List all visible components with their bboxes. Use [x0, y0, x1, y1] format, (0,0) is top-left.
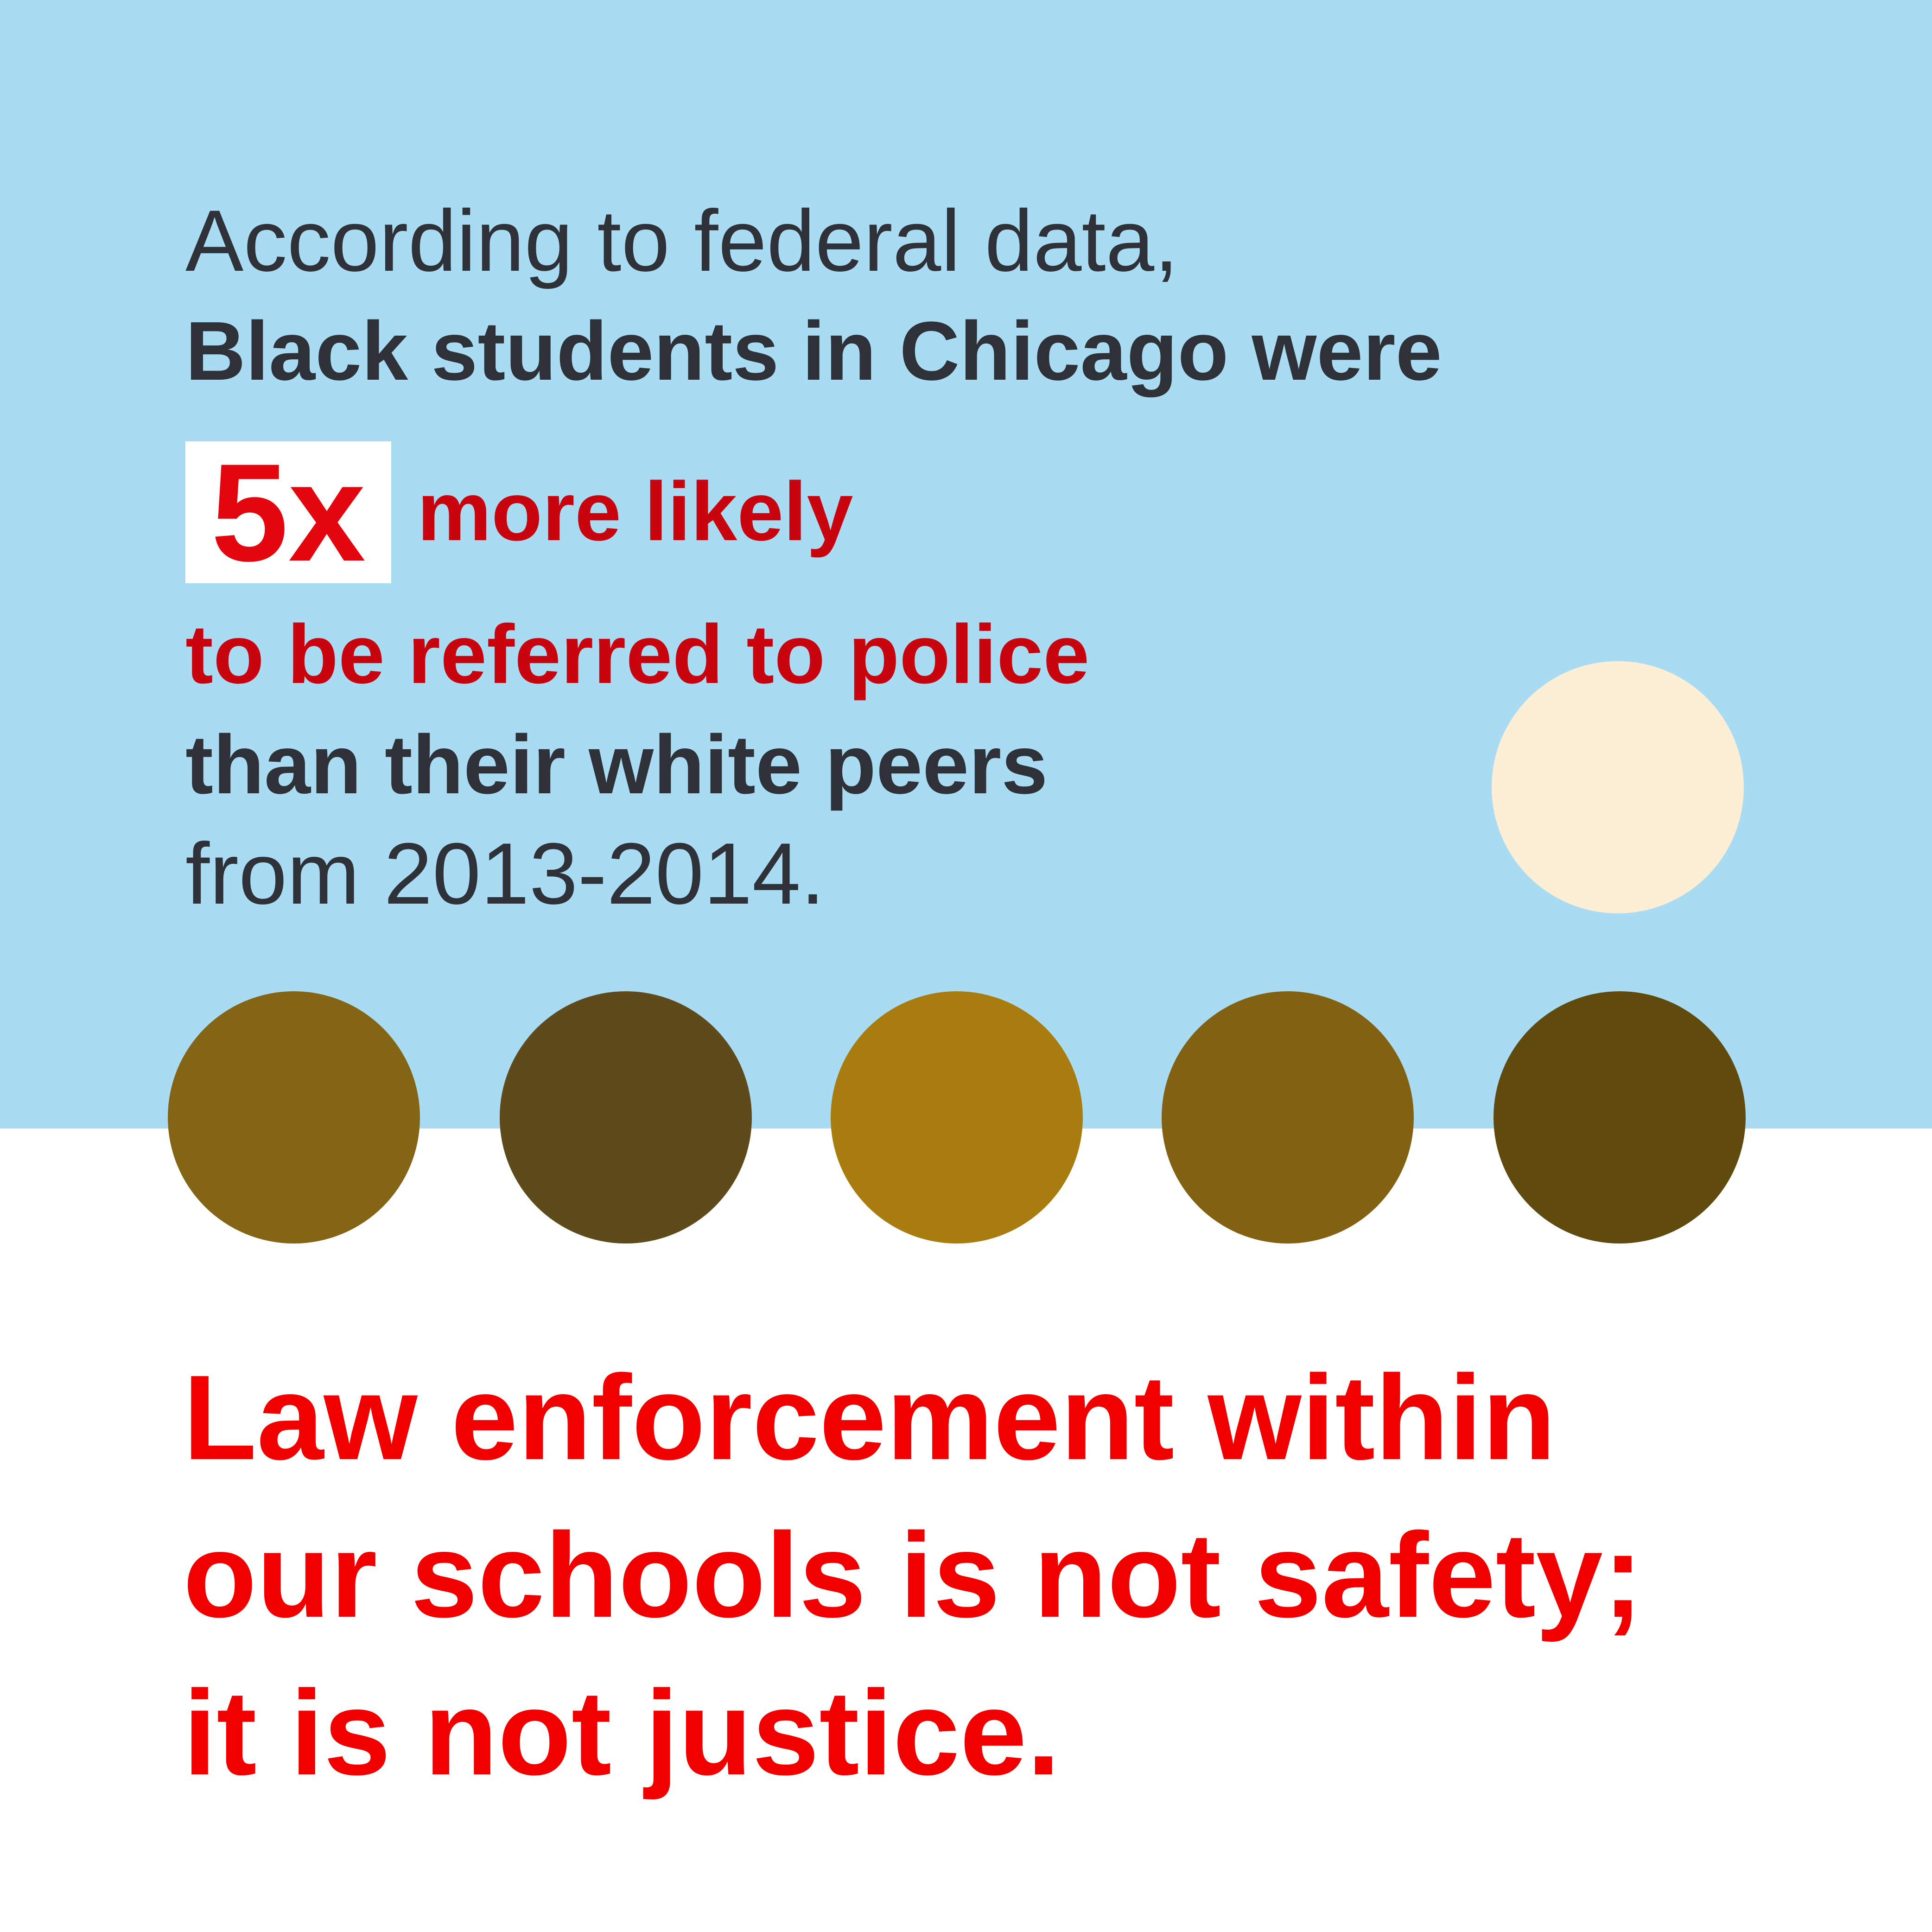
white-student-dot	[1492, 661, 1744, 913]
black-student-dot	[1493, 991, 1746, 1243]
black-student-dot	[831, 991, 1083, 1243]
closing-line-2: our schools is not safety;	[183, 1508, 1643, 1643]
closing-line-3: it is not justice.	[183, 1666, 1061, 1800]
stat-suffix: more likely	[417, 465, 853, 558]
black-student-dot	[168, 991, 420, 1243]
detail-line-3: from 2013-2014.	[185, 825, 825, 922]
intro-line-1: According to federal data,	[185, 192, 1179, 289]
intro-line-2: Black students in Chicago were	[185, 305, 1442, 398]
black-student-dot	[500, 991, 752, 1243]
detail-line-2: than their white peers	[185, 718, 1048, 811]
stat-multiplier: 5x	[211, 434, 366, 590]
closing-line-1: Law enforcement within	[183, 1351, 1556, 1485]
detail-line-1: to be referred to police	[185, 608, 1090, 701]
closing-statement: Law enforcement within our schools is no…	[183, 1339, 1852, 1812]
stat-highlight-box	[185, 441, 391, 583]
black-student-dot	[1162, 991, 1414, 1243]
